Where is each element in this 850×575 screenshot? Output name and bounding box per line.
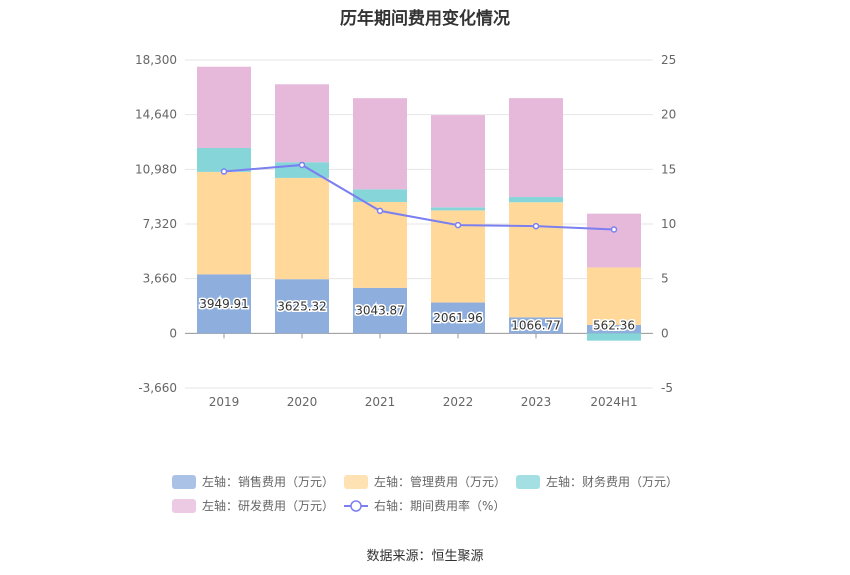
- legend-label: 左轴：研发费用（万元）: [202, 498, 334, 513]
- bar-segment: [197, 147, 251, 172]
- chart-svg: 18,300 25 14,640 20 10,980 15 7,320 10 3,660 5 0 0 -…: [135, 53, 678, 513]
- x-axis-tick-label: 2022: [443, 395, 474, 409]
- legend-swatch: [172, 475, 196, 489]
- bar-segment: [587, 213, 641, 268]
- bar-data-label: 562.36: [593, 318, 635, 332]
- bar-data-label: 3043.87: [355, 304, 405, 318]
- legend-swatch: [344, 475, 368, 489]
- left-axis-tick-label: 7,320: [143, 217, 177, 231]
- bar-segment: [353, 201, 407, 288]
- bar-data-label: 3625.32: [277, 299, 327, 313]
- right-axis-tick-label: 0: [661, 326, 669, 340]
- right-axis-tick-label: 15: [661, 162, 676, 176]
- bar-segment: [431, 207, 485, 211]
- bar-data-label: 3949.91: [199, 297, 249, 311]
- bar-segment: [587, 267, 641, 325]
- legend-marker: [350, 500, 362, 512]
- right-axis-tick-label: -5: [661, 381, 673, 395]
- bar-segment: [431, 115, 485, 208]
- bar-segment: [509, 317, 563, 334]
- legend-swatch: [172, 499, 196, 513]
- bar-segment: [587, 324, 641, 334]
- bar-segment: [353, 98, 407, 190]
- rate-point: [610, 226, 618, 233]
- left-axis-tick-label: 18,300: [135, 53, 177, 67]
- x-axis-tick-label: 2020: [287, 395, 318, 409]
- legend-label: 左轴：销售费用（万元）: [202, 474, 334, 489]
- bar-segment: [587, 333, 641, 341]
- bar-segment: [197, 274, 251, 334]
- rate-point: [298, 161, 306, 169]
- right-axis-tick-label: 25: [661, 53, 676, 67]
- rate-point: [376, 207, 384, 215]
- rate-point: [220, 168, 228, 175]
- bar-segment: [509, 197, 563, 203]
- right-axis-tick-label: 20: [661, 108, 676, 122]
- rate-point: [454, 221, 462, 229]
- bar-segment: [197, 66, 251, 148]
- data-source-note: 数据来源：恒生聚源: [366, 549, 484, 564]
- bar-segment: [509, 98, 563, 198]
- bar-data-label: 1066.77: [511, 318, 561, 332]
- left-axis-tick-label: 0: [169, 326, 177, 340]
- right-axis-tick-label: 5: [661, 272, 669, 286]
- x-axis-tick-label: 2019: [209, 395, 240, 409]
- bar-segment: [275, 279, 329, 334]
- bar-segment: [353, 189, 407, 202]
- left-axis-tick-label: 10,980: [135, 162, 177, 176]
- left-axis-tick-label: 3,660: [143, 272, 177, 286]
- chart-title: 历年期间费用变化情况: [340, 9, 510, 29]
- bar-segment: [275, 84, 329, 163]
- bar-segment: [197, 171, 251, 275]
- left-axis-tick-label: -3,660: [138, 381, 177, 395]
- bar-segment: [275, 177, 329, 280]
- legend-label: 左轴：管理费用（万元）: [374, 474, 506, 489]
- bar-segment: [509, 202, 563, 318]
- legend-label: 左轴：财务费用（万元）: [546, 474, 678, 489]
- legend-label: 右轴：期间费用率（%）: [374, 498, 505, 513]
- right-axis-tick-label: 10: [661, 217, 676, 231]
- x-axis-tick-label: 2023: [521, 395, 552, 409]
- x-axis-tick-label: 2021: [365, 395, 396, 409]
- bar-segment: [353, 287, 407, 334]
- bar-segment: [431, 302, 485, 334]
- rate-point: [532, 222, 540, 230]
- bar-data-label: 2061.96: [433, 311, 483, 325]
- left-axis-tick-label: 14,640: [135, 108, 177, 122]
- rate-line: [223, 163, 615, 231]
- legend-swatch: [516, 475, 540, 489]
- x-axis-tick-label: 2024H1: [590, 395, 637, 409]
